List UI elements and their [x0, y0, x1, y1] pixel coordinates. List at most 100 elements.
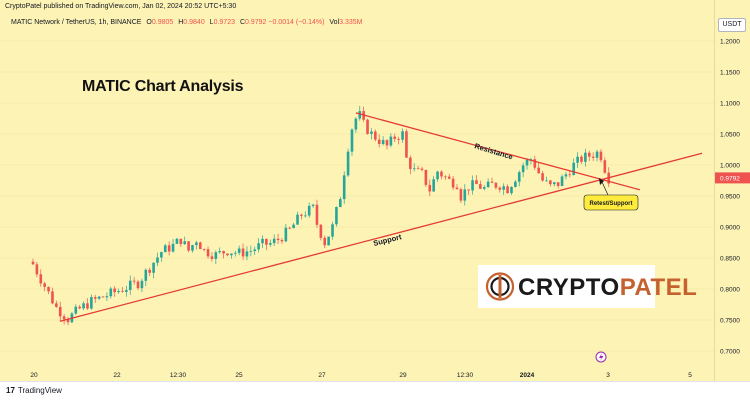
candle-body	[109, 288, 113, 297]
candle-body	[440, 171, 443, 177]
cryptopatel-logo: CRYPTOPATEL	[478, 265, 697, 308]
candle-body	[335, 207, 338, 225]
candle-body	[479, 184, 482, 189]
candle-body	[265, 238, 268, 245]
y-tick-label: 0.7000	[720, 349, 740, 356]
price-axis[interactable]: 1.2000 1.1500 1.1000 1.0500 1.0000 0.9500 0.90…	[714, 0, 750, 381]
candle-body	[183, 241, 187, 245]
footer-bar: 17 TradingView	[0, 381, 750, 402]
x-tick-label: 22	[113, 372, 121, 379]
candle-body	[381, 140, 385, 145]
y-tick-label: 1.0500	[720, 132, 740, 139]
candle-body	[55, 303, 58, 307]
candle-body	[272, 238, 276, 244]
candle-body	[471, 180, 474, 191]
candle-body	[97, 296, 101, 299]
candle-body	[506, 186, 509, 194]
candles	[31, 105, 611, 326]
candle-body	[389, 136, 393, 146]
ohlc-close-key: C	[239, 19, 246, 26]
candle-body	[292, 224, 295, 229]
candle-body	[78, 306, 81, 309]
candle-body	[560, 176, 564, 187]
candle-body	[498, 187, 502, 190]
candle-body	[331, 224, 334, 237]
candle-body	[51, 291, 54, 304]
ohlc-low-key: L	[209, 19, 214, 26]
candle-body	[253, 249, 257, 252]
candle-body	[276, 238, 280, 241]
y-tick-label: 0.8000	[720, 287, 740, 294]
candle-body	[444, 176, 447, 178]
candle-body	[599, 151, 603, 161]
candle-body	[412, 168, 416, 170]
candle-body	[35, 264, 39, 275]
candle-body	[591, 156, 595, 158]
candle-body	[319, 224, 323, 238]
candle-body	[156, 257, 159, 263]
candle-body	[494, 182, 498, 188]
candle-body	[132, 280, 136, 282]
x-tick-label: 25	[235, 372, 243, 379]
candle-body	[171, 243, 175, 252]
grid-lines	[0, 40, 714, 352]
x-tick-label: 12:30	[170, 372, 187, 379]
candle-body	[105, 296, 109, 298]
candle-body	[210, 256, 214, 259]
y-tick-label: 1.1500	[720, 70, 740, 77]
tradingview-logo-icon: 17	[6, 386, 15, 395]
candle-body	[311, 204, 315, 206]
x-tick-label: 3	[606, 372, 610, 379]
candle-body	[366, 119, 369, 134]
candle-body	[447, 176, 451, 179]
candle-body	[521, 165, 525, 173]
candle-body	[300, 214, 303, 216]
candle-body	[455, 187, 459, 190]
candle-body	[125, 290, 128, 292]
candle-body	[568, 174, 572, 176]
candle-body	[385, 140, 389, 146]
support-label: Support	[372, 232, 403, 248]
candle-body	[436, 171, 439, 180]
candle-body	[268, 243, 272, 245]
candle-body	[409, 157, 412, 170]
trendline-support	[60, 152, 703, 322]
tradingview-label: TradingView	[17, 386, 62, 395]
candle-body	[432, 179, 435, 192]
price-chart[interactable]: Resistance Support Retest/Support 20 22 12:3…	[0, 0, 714, 381]
candle-body	[342, 175, 346, 200]
candle-body	[152, 262, 155, 273]
candle-body	[230, 253, 233, 256]
x-tick-label: 27	[318, 372, 326, 379]
candle-body	[533, 159, 537, 168]
callout-label: Retest/Support	[589, 201, 632, 207]
candle-body	[58, 306, 62, 317]
ohlc-high: 0.9840	[183, 19, 205, 26]
trendlines	[60, 112, 703, 322]
x-axis-ticks: 20 22 12:30 25 27 29 12:30 2024 3 5	[30, 372, 692, 379]
y-tick-label: 1.0000	[720, 163, 740, 170]
y-tick-label: 0.7500	[720, 318, 740, 325]
chart-title: MATIC Chart Analysis	[82, 78, 244, 95]
candle-body	[572, 162, 576, 176]
candle-body	[603, 160, 607, 173]
candle-body	[490, 181, 494, 183]
candle-body	[66, 319, 70, 323]
callout-arrow	[601, 181, 609, 196]
candle-body	[552, 182, 556, 185]
tradingview-brand[interactable]: 17 TradingView	[6, 386, 62, 395]
candle-body	[463, 189, 467, 201]
candle-body	[233, 252, 237, 254]
candle-body	[218, 251, 222, 253]
candle-body	[121, 291, 124, 292]
candle-body	[401, 131, 404, 140]
candle-body	[451, 178, 455, 188]
candle-body	[249, 251, 253, 252]
currency-button[interactable]: USDT	[718, 18, 746, 32]
candle-body	[307, 205, 311, 216]
candle-body	[47, 286, 50, 292]
candle-body	[226, 253, 229, 256]
candle-body	[257, 243, 260, 250]
chart-area[interactable]: Resistance Support Retest/Support 20 22 12:3…	[0, 0, 714, 381]
x-tick-label: 5	[688, 372, 692, 379]
